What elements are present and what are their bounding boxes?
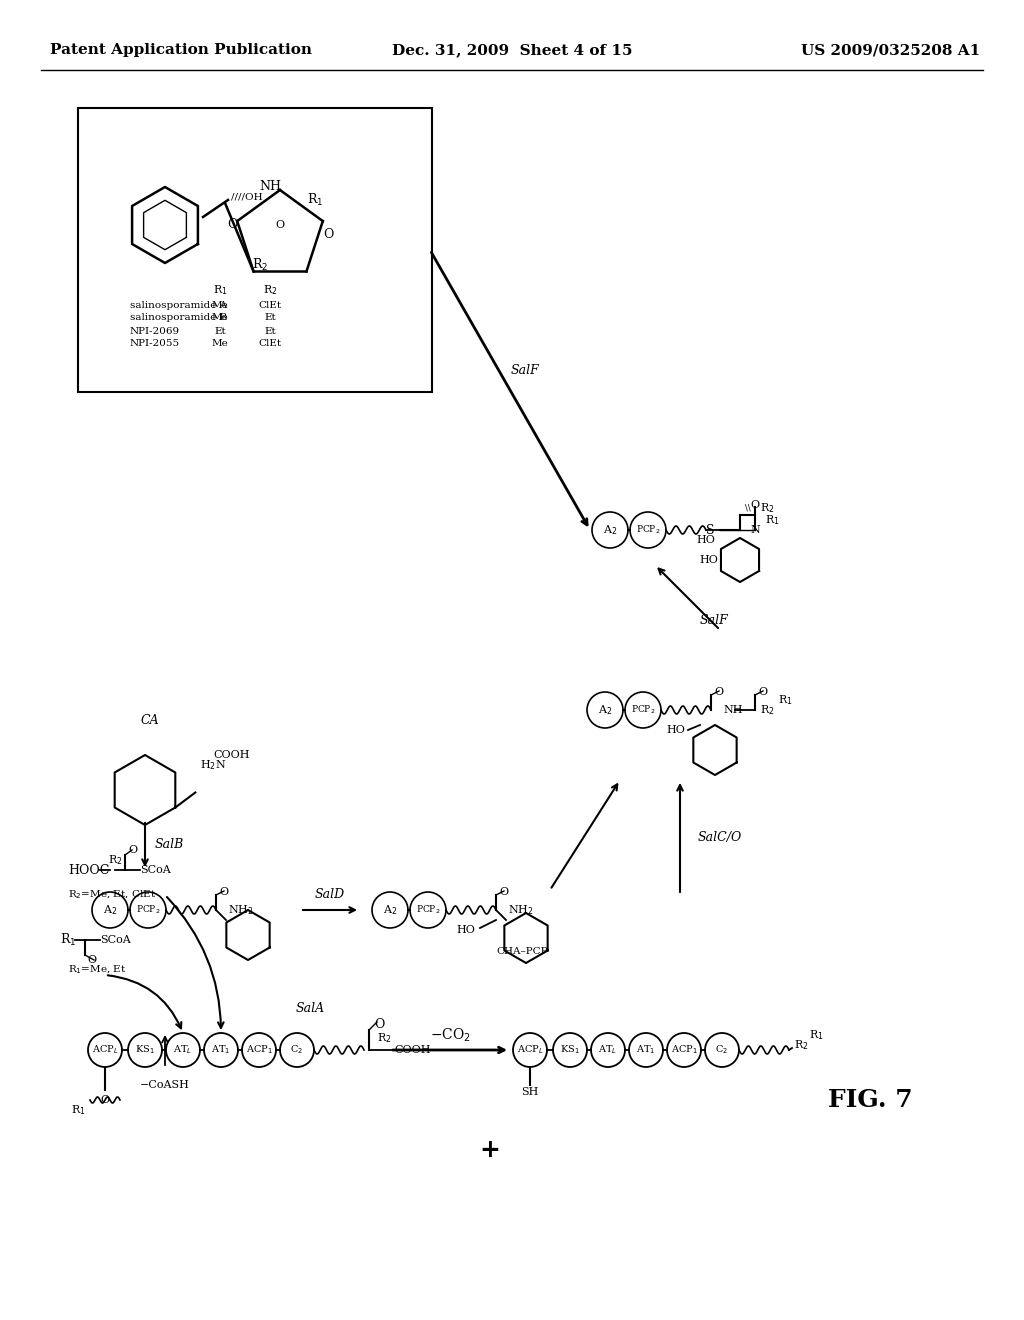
Text: R$_2$: R$_2$ — [794, 1038, 809, 1052]
Text: HO: HO — [667, 725, 685, 735]
Text: Et: Et — [264, 314, 275, 322]
Text: ClEt: ClEt — [258, 339, 282, 348]
Text: KS$_1$: KS$_1$ — [560, 1044, 580, 1056]
Text: O: O — [128, 845, 137, 855]
Text: ACP$_1$: ACP$_1$ — [246, 1044, 272, 1056]
Text: NH$_2$: NH$_2$ — [508, 903, 534, 917]
Text: NPI-2055: NPI-2055 — [130, 339, 180, 348]
Text: S: S — [706, 524, 715, 536]
Text: ////OH: ////OH — [231, 193, 262, 202]
Text: NPI-2069: NPI-2069 — [130, 326, 180, 335]
Text: SalC/O: SalC/O — [698, 832, 742, 845]
Text: Et: Et — [214, 326, 226, 335]
Text: R$_1$: R$_1$ — [765, 513, 779, 527]
Text: PCP$_2$: PCP$_2$ — [631, 704, 655, 717]
Text: O: O — [219, 887, 228, 898]
Text: HO: HO — [456, 925, 475, 935]
Text: SH: SH — [521, 1086, 539, 1097]
Text: R$_2$: R$_2$ — [108, 853, 122, 867]
Text: O: O — [715, 686, 724, 697]
Text: SalF: SalF — [511, 363, 540, 376]
Text: salinosporamide B: salinosporamide B — [130, 314, 227, 322]
Text: R$_2$: R$_2$ — [263, 282, 278, 297]
Text: H$_2$N: H$_2$N — [200, 758, 226, 772]
Text: SCoA: SCoA — [100, 935, 131, 945]
Text: PCP$_2$: PCP$_2$ — [136, 904, 160, 916]
Text: Et: Et — [264, 326, 275, 335]
Text: O: O — [100, 1096, 110, 1105]
Text: HO: HO — [699, 554, 718, 565]
Text: A$_2$: A$_2$ — [598, 704, 612, 717]
Text: NH: NH — [723, 705, 742, 715]
Text: R$_2$: R$_2$ — [760, 704, 774, 717]
Text: N: N — [750, 525, 760, 535]
Text: ClEt: ClEt — [258, 301, 282, 309]
Text: O: O — [323, 228, 333, 242]
Text: −CO$_2$: −CO$_2$ — [429, 1027, 470, 1044]
Text: R$_2$=Me, Et, ClEt: R$_2$=Me, Et, ClEt — [68, 888, 157, 902]
Text: PCP$_2$: PCP$_2$ — [416, 904, 440, 916]
Text: SalB: SalB — [155, 838, 184, 851]
Text: O: O — [87, 954, 96, 965]
Text: AT$_1$: AT$_1$ — [211, 1044, 230, 1056]
Text: NH$_2$: NH$_2$ — [228, 903, 254, 917]
Text: Me: Me — [212, 339, 228, 348]
Text: O: O — [374, 1019, 384, 1031]
Text: HOOC: HOOC — [68, 863, 110, 876]
Text: CHA–PCP: CHA–PCP — [496, 948, 548, 957]
Text: Me: Me — [212, 301, 228, 309]
Text: R$_1$: R$_1$ — [778, 693, 793, 708]
Text: US 2009/0325208 A1: US 2009/0325208 A1 — [801, 44, 980, 57]
Text: FIG. 7: FIG. 7 — [827, 1088, 912, 1111]
Text: \\: \\ — [745, 503, 751, 512]
Text: KS$_1$: KS$_1$ — [135, 1044, 155, 1056]
Text: C$_2$: C$_2$ — [291, 1044, 303, 1056]
Text: +: + — [479, 1138, 501, 1162]
Text: PCP$_2$: PCP$_2$ — [636, 524, 660, 536]
Text: R$_2$: R$_2$ — [377, 1031, 391, 1045]
Text: salinosporamide A: salinosporamide A — [130, 301, 227, 309]
Text: COOH: COOH — [213, 750, 250, 760]
Text: SalD: SalD — [315, 888, 345, 902]
Text: ACP$_1$: ACP$_1$ — [671, 1044, 697, 1056]
Text: A$_2$: A$_2$ — [102, 903, 117, 917]
Text: O: O — [275, 220, 285, 230]
Text: R$_1$: R$_1$ — [213, 282, 227, 297]
Text: A$_2$: A$_2$ — [603, 523, 617, 537]
Text: R$_2$: R$_2$ — [760, 502, 774, 515]
Text: R$_1$: R$_1$ — [59, 932, 76, 948]
Text: R$_1$: R$_1$ — [307, 191, 324, 209]
Text: SalA: SalA — [296, 1002, 325, 1015]
Text: R$_1$: R$_1$ — [71, 1104, 85, 1117]
Text: O: O — [751, 500, 760, 510]
Text: R$_1$: R$_1$ — [809, 1028, 823, 1041]
Text: NH: NH — [259, 181, 281, 194]
Text: AT$_L$: AT$_L$ — [598, 1044, 617, 1056]
Text: C$_2$: C$_2$ — [716, 1044, 728, 1056]
Text: HO: HO — [696, 535, 715, 545]
Text: A$_2$: A$_2$ — [383, 903, 397, 917]
Text: O: O — [759, 686, 768, 697]
Text: Me: Me — [212, 314, 228, 322]
Text: R$_1$=Me, Et: R$_1$=Me, Et — [68, 964, 127, 977]
Text: SalF: SalF — [700, 614, 729, 627]
Text: Patent Application Publication: Patent Application Publication — [50, 44, 312, 57]
Text: O: O — [226, 219, 238, 231]
Text: ACP$_L$: ACP$_L$ — [92, 1044, 119, 1056]
Text: ACP$_L$: ACP$_L$ — [517, 1044, 544, 1056]
Text: COOH: COOH — [394, 1045, 430, 1055]
Text: −CoASH: −CoASH — [140, 1080, 189, 1090]
Text: SCoA: SCoA — [140, 865, 171, 875]
Text: O: O — [500, 887, 509, 898]
Text: R$_2$: R$_2$ — [252, 257, 268, 273]
Text: AT$_1$: AT$_1$ — [636, 1044, 655, 1056]
Text: CA: CA — [140, 714, 160, 726]
Text: Dec. 31, 2009  Sheet 4 of 15: Dec. 31, 2009 Sheet 4 of 15 — [392, 44, 632, 57]
Text: AT$_L$: AT$_L$ — [173, 1044, 193, 1056]
